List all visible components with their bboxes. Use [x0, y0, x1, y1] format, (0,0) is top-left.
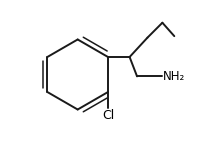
Text: Cl: Cl [102, 109, 114, 122]
Text: NH₂: NH₂ [163, 70, 185, 83]
